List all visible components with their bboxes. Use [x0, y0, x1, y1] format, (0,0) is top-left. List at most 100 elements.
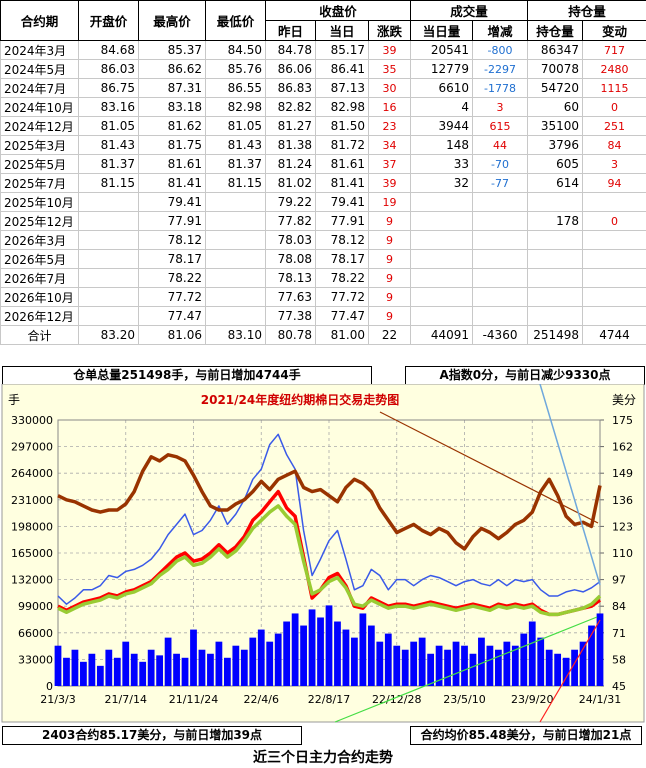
- table-cell: 16: [367, 97, 412, 117]
- x-tick-label: 24/1/31: [579, 693, 621, 706]
- table-row: 2026年3月 78.12 78.03 78.12 9: [0, 230, 646, 250]
- table-cell: 86.55: [205, 78, 266, 98]
- volume-bar: [486, 645, 494, 686]
- volume-bar: [452, 641, 460, 686]
- y-axis-label: 手: [8, 393, 20, 407]
- table-cell: 83.18: [138, 97, 206, 117]
- table-cell: [410, 249, 474, 269]
- header-row: 合约期 开盘价 最高价 最低价 收盘价 成交量 持仓量: [0, 0, 646, 41]
- table-cell: 77.47: [138, 306, 206, 326]
- table-cell: [472, 287, 529, 307]
- table-cell: 9: [367, 268, 412, 288]
- table-cell: 3796: [527, 135, 584, 155]
- y2-tick-label: 84: [612, 600, 626, 613]
- x-tick-label: 21/3/3: [40, 693, 75, 706]
- table-cell: 178: [527, 211, 584, 231]
- table-cell: [410, 306, 474, 326]
- chart: 2021/24年度纽约期棉日交易走势图 手 美分 0 33000 66000 9900…: [1, 384, 645, 723]
- table-cell: 251: [582, 116, 646, 136]
- y2-axis-label: 美分: [612, 393, 636, 407]
- table-row: 2025年10月 79.41 79.22 79.41 19: [0, 192, 646, 212]
- y2-tick-label: 58: [612, 653, 626, 666]
- table-cell: 77.91: [138, 211, 206, 231]
- y2-tick-label: 71: [612, 627, 626, 640]
- table-cell: 78.17: [138, 249, 206, 269]
- table-cell: 86347: [527, 40, 584, 60]
- volume-bar: [317, 617, 324, 686]
- volume-bar: [351, 637, 358, 686]
- volume-bar: [435, 645, 443, 686]
- volume-bar: [63, 657, 70, 686]
- column-header: 涨跌: [367, 20, 412, 41]
- y-tick-label: 33000: [18, 653, 53, 666]
- a-index-note: A指数0分，与前日减少9330点: [405, 366, 645, 385]
- table-cell: 0: [582, 211, 646, 231]
- table-cell: [205, 192, 266, 212]
- table-cell: [78, 249, 139, 269]
- table-cell: 84.50: [205, 40, 266, 60]
- column-header: 当日量: [410, 20, 474, 41]
- x-tick-label: 23/5/10: [443, 693, 485, 706]
- y-tick-label: 297000: [11, 441, 53, 454]
- y2-tick-label: 162: [612, 441, 633, 454]
- table-cell: 82.82: [265, 97, 316, 117]
- table-cell: 2024年10月: [0, 97, 79, 117]
- table-cell: -2297: [472, 59, 529, 79]
- table-cell: [410, 287, 474, 307]
- table-cell: -70: [472, 154, 529, 174]
- volume-bar: [427, 653, 435, 686]
- y2-tick-label: 175: [612, 414, 633, 427]
- table-cell: 81.62: [138, 116, 206, 136]
- x-tick-label: 23/9/20: [511, 693, 553, 706]
- table-cell: 77.91: [315, 211, 369, 231]
- table-cell: 2025年7月: [0, 173, 79, 193]
- table-row: 2024年3月 84.68 85.37 84.50 84.78 85.17 39 20541-…: [0, 40, 646, 60]
- table-cell: 3: [582, 154, 646, 174]
- table-cell: 54720: [527, 78, 584, 98]
- group-header: 收盘价: [264, 0, 412, 21]
- table-cell: [472, 268, 529, 288]
- table-cell: [472, 249, 529, 269]
- table-cell: 1115: [582, 78, 646, 98]
- volume-bar: [96, 665, 104, 686]
- connector: [539, 384, 601, 586]
- table-row: 2026年10月 77.72 77.63 77.72 9: [0, 287, 646, 307]
- table-cell: 77.82: [265, 211, 316, 231]
- volume-bar: [54, 645, 62, 686]
- volume-bar: [478, 637, 485, 686]
- table-cell: [78, 230, 139, 250]
- table-cell: 94: [582, 173, 646, 193]
- y2-tick-label: 136: [612, 494, 633, 507]
- price-line: [57, 453, 602, 551]
- table-cell: 2480: [582, 59, 646, 79]
- table-cell: 77.72: [138, 287, 206, 307]
- volume-bar: [393, 645, 401, 686]
- table-cell: 3944: [410, 116, 474, 136]
- volume-bar: [308, 609, 316, 686]
- volume-bar: [537, 637, 545, 686]
- chart-title: 2021/24年度纽约期棉日交易走势图: [201, 392, 399, 407]
- table-cell: 614: [527, 173, 584, 193]
- table-cell: 35: [367, 59, 412, 79]
- table-cell: 81.02: [265, 173, 316, 193]
- volume-bar: [579, 641, 587, 686]
- table-cell: [205, 230, 266, 250]
- table-cell: 35100: [527, 116, 584, 136]
- table-cell: [205, 268, 266, 288]
- table-cell: 83.16: [78, 97, 139, 117]
- table-cell: 9: [367, 211, 412, 231]
- y-tick-label: 330000: [11, 414, 53, 427]
- table-row: 2024年10月 83.16 83.18 82.98 82.82 82.98 16 4 3 60 0: [0, 97, 646, 117]
- table-cell: [582, 230, 646, 250]
- y2-tick-label: 110: [612, 547, 633, 560]
- column-header: 昨日: [265, 20, 316, 41]
- volume-bar: [113, 657, 121, 686]
- table-cell: 2026年10月: [0, 287, 79, 307]
- table-cell: 81.00: [315, 325, 369, 345]
- table-cell: 22: [367, 325, 412, 345]
- volume-bar: [342, 629, 350, 686]
- table-cell: [527, 268, 584, 288]
- table-cell: [205, 211, 266, 231]
- volume-bar: [266, 641, 274, 686]
- column-header: 开盘价: [78, 0, 139, 41]
